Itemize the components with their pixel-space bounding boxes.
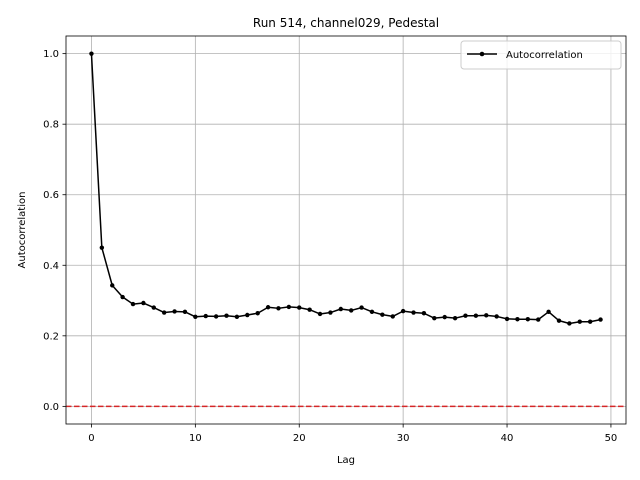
data-point (400, 308, 406, 314)
x-tick-label: 20 (293, 433, 306, 444)
data-point (598, 317, 603, 322)
x-axis-label: Lag (337, 455, 355, 466)
x-tick-label: 40 (501, 433, 514, 444)
y-tick-label: 0.2 (43, 331, 59, 342)
data-point (172, 309, 177, 314)
legend-marker (479, 51, 485, 57)
data-point (317, 311, 323, 317)
data-point (110, 283, 115, 288)
data-point (473, 313, 479, 318)
data-point (338, 306, 344, 312)
data-point (297, 305, 302, 310)
data-point (411, 310, 416, 315)
data-point (99, 245, 105, 250)
data-point (193, 314, 198, 319)
data-point (390, 314, 395, 319)
data-point (130, 301, 136, 307)
data-point (307, 307, 312, 312)
y-tick-label: 0.6 (43, 190, 59, 201)
data-point (234, 314, 240, 319)
data-point (213, 314, 219, 319)
y-tick-label: 0.0 (43, 402, 59, 413)
series-group (89, 51, 603, 326)
data-point (577, 319, 582, 324)
data-point (369, 309, 375, 315)
data-point (328, 310, 333, 315)
data-point (265, 305, 271, 310)
data-point (494, 314, 499, 319)
data-point (245, 312, 250, 318)
data-point (255, 311, 260, 316)
y-tick-label: 0.4 (43, 261, 59, 272)
data-point (463, 313, 468, 318)
data-point (348, 308, 354, 313)
data-point (442, 314, 447, 320)
data-point (484, 313, 489, 318)
chart-title: Run 514, channel029, Pedestal (253, 16, 439, 30)
legend: Autocorrelation (460, 40, 622, 70)
x-tick-label: 50 (605, 433, 618, 444)
y-tick-label: 0.8 (43, 120, 59, 131)
data-point (432, 315, 437, 321)
ticks: 0 10 20 30 40 50 0.0 0.2 0.4 0.6 0.8 1.0 (43, 49, 617, 444)
data-point (89, 51, 94, 56)
data-point (504, 316, 510, 322)
data-point (161, 310, 167, 315)
data-point (556, 318, 562, 323)
legend-box (460, 40, 622, 70)
plot-frame (65, 35, 627, 425)
data-point (182, 309, 188, 315)
data-point (203, 313, 208, 319)
data-point (546, 309, 551, 315)
data-point (120, 294, 125, 300)
x-tick-label: 30 (397, 433, 410, 444)
data-point (380, 312, 385, 317)
data-point (567, 321, 572, 326)
plot-area (66, 36, 626, 424)
grid (66, 36, 626, 424)
y-tick-label: 1.0 (43, 49, 59, 60)
data-point (276, 306, 281, 311)
data-point (286, 304, 292, 310)
x-tick-label: 10 (189, 433, 202, 444)
data-point (525, 317, 531, 322)
data-point (515, 317, 520, 322)
data-point (359, 305, 364, 310)
data-point (224, 313, 229, 318)
data-point (536, 317, 541, 322)
data-point (151, 305, 156, 310)
data-point (452, 315, 458, 321)
y-axis-label: Autocorrelation (17, 192, 28, 269)
data-point (421, 311, 427, 316)
legend-label: Autocorrelation (506, 50, 583, 61)
data-point (587, 319, 593, 324)
data-point (141, 300, 146, 306)
x-tick-label: 0 (88, 433, 94, 444)
